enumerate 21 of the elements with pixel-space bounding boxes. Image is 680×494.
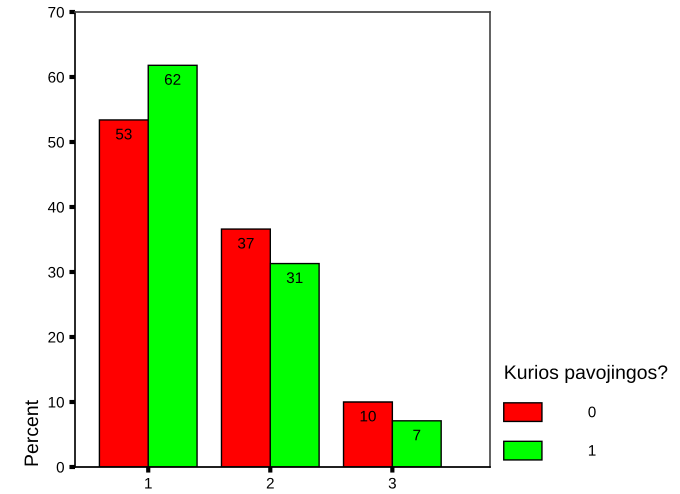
y-tick-label: 30 — [48, 266, 64, 278]
y-tick-label: 60 — [48, 72, 64, 83]
y-tick-label: 70 — [48, 6, 64, 18]
data-label: 37 — [238, 238, 254, 249]
data-label: 53 — [116, 128, 132, 140]
y-axis-title: Percent — [24, 400, 38, 466]
text: 0 — [588, 406, 596, 418]
y-tick-label: 40 — [48, 202, 64, 213]
x-tick-label: 2 — [266, 478, 274, 488]
y-tick-label: 10 — [48, 396, 64, 408]
y-tick-label: 50 — [48, 136, 64, 148]
data-label: 31 — [286, 272, 302, 284]
x-tick-label: 1 — [145, 478, 152, 488]
data-label: 10 — [360, 410, 376, 422]
data-label: 62 — [164, 74, 180, 85]
y-tick-label: 0 — [56, 462, 64, 473]
y-tick-label: 20 — [48, 332, 64, 343]
legend-title: Kurios pavojingos? — [505, 364, 668, 383]
text: 1 — [588, 445, 596, 456]
x-tick-label: 3 — [388, 478, 396, 489]
data-label: 7 — [413, 430, 420, 440]
